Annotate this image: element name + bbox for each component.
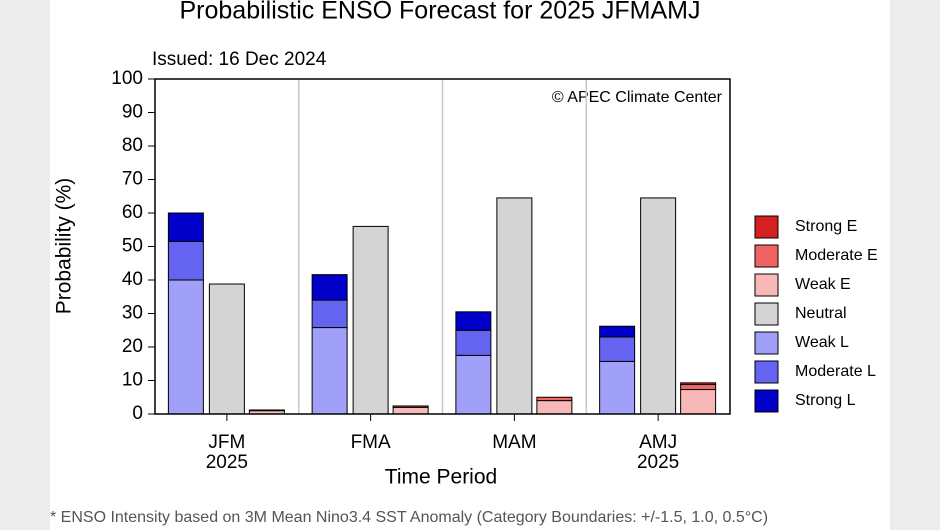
bar-segment <box>640 197 677 415</box>
y-tick-label: 30 <box>122 303 143 324</box>
legend-swatch <box>754 331 779 355</box>
bar-segment <box>392 405 429 408</box>
legend-label: Moderate L <box>795 363 876 380</box>
bar-segment <box>599 360 636 415</box>
legend-label: Weak E <box>795 276 851 293</box>
y-tick-label: 50 <box>122 236 143 257</box>
legend-label: Strong E <box>795 218 857 235</box>
y-tick-label: 60 <box>122 202 143 223</box>
bar-segment <box>599 336 636 362</box>
bar-segment <box>536 396 573 402</box>
y-tick-label: 100 <box>111 68 143 89</box>
legend-swatch <box>754 389 779 413</box>
bar-segment <box>248 409 285 412</box>
y-axis-label: Probability (%) <box>53 178 76 315</box>
bar-segment <box>208 283 245 415</box>
legend-label: Moderate E <box>795 247 878 264</box>
y-tick-label: 90 <box>122 102 143 123</box>
legend-swatch <box>754 273 779 297</box>
subtitle: Issued: 16 Dec 2024 <box>152 49 327 70</box>
bar-segment <box>352 225 389 415</box>
y-tick-label: 10 <box>122 370 143 391</box>
y-tick-label: 80 <box>122 135 143 156</box>
bar-segment <box>167 279 204 415</box>
y-tick-label: 0 <box>132 403 143 424</box>
legend-swatch <box>754 360 779 384</box>
bar-segment <box>680 382 717 386</box>
bar-segment <box>599 325 636 338</box>
x-tick-sublabel: 2025 <box>206 452 248 473</box>
chart-title: Probabilistic ENSO Forecast for 2025 JFM… <box>180 0 701 25</box>
footnote: * ENSO Intensity based on 3M Mean Nino3.… <box>50 509 768 526</box>
legend-swatch <box>754 244 779 268</box>
x-tick-label: MAM <box>492 432 536 453</box>
bar-segment <box>536 400 573 415</box>
x-tick-label: FMA <box>351 432 391 453</box>
y-tick-label: 40 <box>122 269 143 290</box>
x-tick-label: JFM <box>208 432 245 453</box>
bar-segment <box>311 327 348 415</box>
x-tick-label: AMJ <box>639 432 677 453</box>
legend-swatch <box>754 302 779 326</box>
annotation: © APEC Climate Center <box>552 89 723 106</box>
bar-segment <box>496 197 533 415</box>
bar-segment <box>167 212 204 242</box>
x-tick-sublabel: 2025 <box>637 452 679 473</box>
x-axis-label: Time Period <box>385 466 497 489</box>
bar-segment <box>392 406 429 415</box>
bar-segment <box>455 354 492 415</box>
bar-segment <box>167 240 204 281</box>
bar-segment <box>680 384 717 391</box>
bar-segment <box>455 329 492 356</box>
bar-segment <box>311 299 348 329</box>
legend-label: Weak L <box>795 334 849 351</box>
y-tick-label: 20 <box>122 336 143 357</box>
legend-label: Strong L <box>795 392 856 409</box>
bar-segment <box>455 311 492 331</box>
plot-frame <box>154 78 731 415</box>
bar-segment <box>311 274 348 301</box>
bar-segment <box>680 389 717 415</box>
y-tick-label: 70 <box>122 169 143 190</box>
legend-label: Neutral <box>795 305 847 322</box>
legend-swatch <box>754 215 779 239</box>
